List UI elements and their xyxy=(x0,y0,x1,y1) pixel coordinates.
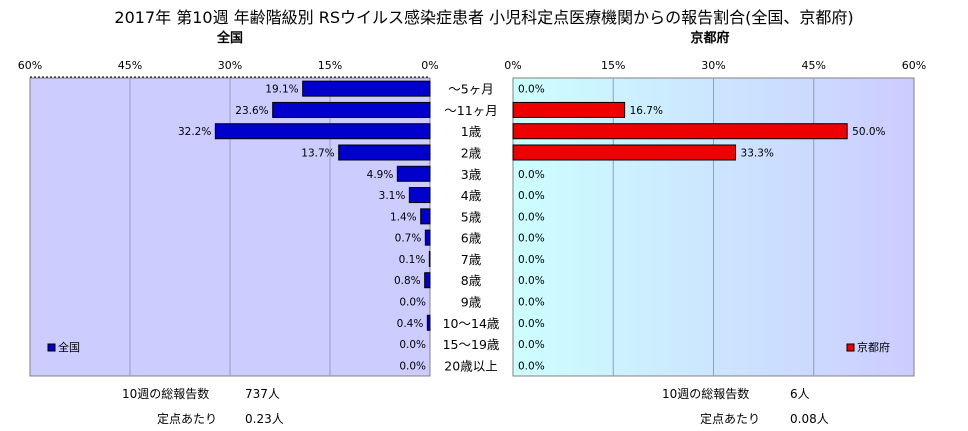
national-tick-label: 15% xyxy=(318,59,342,72)
national-data-label: 3.1% xyxy=(379,190,406,202)
national-data-label: 32.2% xyxy=(178,126,211,138)
category-label: 5歳 xyxy=(461,209,482,224)
kyoto-legend-label: 京都府 xyxy=(857,340,890,354)
kyoto-data-label: 0.0% xyxy=(518,190,545,202)
national-data-label: 0.7% xyxy=(395,233,422,245)
national-bar xyxy=(272,101,431,118)
kyoto-tick-label: 0% xyxy=(504,59,521,72)
category-label: 10～14歳 xyxy=(443,316,500,331)
kyoto-total-label: 10週の総報告数 xyxy=(662,387,750,401)
kyoto-data-label: 50.0% xyxy=(852,126,885,138)
kyoto-tick-label: 30% xyxy=(701,59,725,72)
category-label: 8歳 xyxy=(461,273,482,288)
national-bar xyxy=(426,314,431,331)
national-bar xyxy=(214,123,431,140)
kyoto-per-value: 0.08人 xyxy=(790,412,829,426)
kyoto-tick-label: 60% xyxy=(902,59,926,72)
kyoto-tick-label: 15% xyxy=(601,59,625,72)
category-label: 20歳以上 xyxy=(444,358,497,373)
national-data-label: 0.8% xyxy=(394,275,421,287)
category-label: 2歳 xyxy=(461,146,482,161)
national-per-value: 0.23人 xyxy=(245,412,284,426)
national-data-label: 1.4% xyxy=(390,211,417,223)
category-label: 15～19歳 xyxy=(443,337,500,352)
category-label: ～5ヶ月 xyxy=(448,82,493,97)
national-data-label: 0.1% xyxy=(399,254,426,266)
category-label: 1歳 xyxy=(461,124,482,139)
chart-title: 2017年 第10週 年齢階級別 RSウイルス感染症患者 小児科定点医療機関から… xyxy=(114,8,854,27)
kyoto-data-label: 0.0% xyxy=(518,169,545,181)
kyoto-bar xyxy=(512,144,737,161)
national-bar xyxy=(420,208,431,225)
kyoto-data-label: 0.0% xyxy=(518,318,545,330)
national-tick-label: 60% xyxy=(18,59,42,72)
national-tick-label: 0% xyxy=(421,59,438,72)
kyoto-data-label: 0.0% xyxy=(518,339,545,351)
national-tick-label: 45% xyxy=(118,59,142,72)
category-label: 7歳 xyxy=(461,252,482,267)
kyoto-panel: 京都府 0% 15% 30% 45% 60% 0.0% 16.7% 50.0% 33.3% 0.0%… xyxy=(504,30,926,377)
national-tick-label: 30% xyxy=(218,59,242,72)
national-legend-label: 全国 xyxy=(58,340,80,354)
national-panel-title: 全国 xyxy=(216,30,243,46)
national-bar xyxy=(428,250,431,267)
national-bar xyxy=(408,187,431,204)
national-panel: 全国 60% 45% 30% 15% 0% 19.1% 23.6% 32.2% 13.7% 4.9%… xyxy=(18,30,439,377)
national-data-label: 0.0% xyxy=(399,339,426,351)
national-bar xyxy=(396,165,431,182)
kyoto-data-label: 0.0% xyxy=(518,84,545,96)
category-label: 4歳 xyxy=(461,188,482,203)
kyoto-per-label: 定点あたり xyxy=(700,412,761,426)
category-label: 6歳 xyxy=(461,231,482,246)
national-bar xyxy=(338,144,431,161)
national-bar xyxy=(424,229,431,246)
kyoto-bar xyxy=(512,101,626,118)
kyoto-data-label: 0.0% xyxy=(518,254,545,266)
kyoto-data-label: 0.0% xyxy=(518,275,545,287)
national-legend-swatch xyxy=(47,343,56,352)
national-data-label: 23.6% xyxy=(235,105,268,117)
kyoto-legend-swatch xyxy=(846,343,855,352)
national-bar xyxy=(424,272,431,289)
kyoto-data-label: 0.0% xyxy=(518,360,545,372)
kyoto-data-label: 16.7% xyxy=(630,105,663,117)
national-data-label: 13.7% xyxy=(301,148,334,160)
national-per-label: 定点あたり xyxy=(157,412,218,426)
national-data-label: 0.4% xyxy=(397,318,424,330)
category-label: 9歳 xyxy=(461,295,482,310)
kyoto-data-label: 0.0% xyxy=(518,233,545,245)
category-label: 3歳 xyxy=(461,167,482,182)
kyoto-total-value: 6人 xyxy=(790,387,810,401)
kyoto-bar xyxy=(512,123,848,140)
national-total-label: 10週の総報告数 xyxy=(122,387,210,401)
category-labels: ～5ヶ月 ～11ヶ月 1歳 2歳 3歳 4歳 5歳 6歳 7歳 8歳 9歳 10～14歳 15～19歳 2… xyxy=(443,82,500,374)
kyoto-data-label: 0.0% xyxy=(518,297,545,309)
national-data-label: 19.1% xyxy=(265,84,298,96)
kyoto-data-label: 0.0% xyxy=(518,211,545,223)
kyoto-data-label: 33.3% xyxy=(741,148,774,160)
category-label: ～11ヶ月 xyxy=(444,103,497,118)
national-data-label: 0.0% xyxy=(399,297,426,309)
kyoto-panel-title: 京都府 xyxy=(690,30,729,46)
kyoto-tick-label: 45% xyxy=(802,59,826,72)
national-total-value: 737人 xyxy=(245,387,280,401)
national-bar xyxy=(302,80,431,97)
national-data-label: 4.9% xyxy=(367,169,394,181)
national-data-label: 0.0% xyxy=(399,360,426,372)
